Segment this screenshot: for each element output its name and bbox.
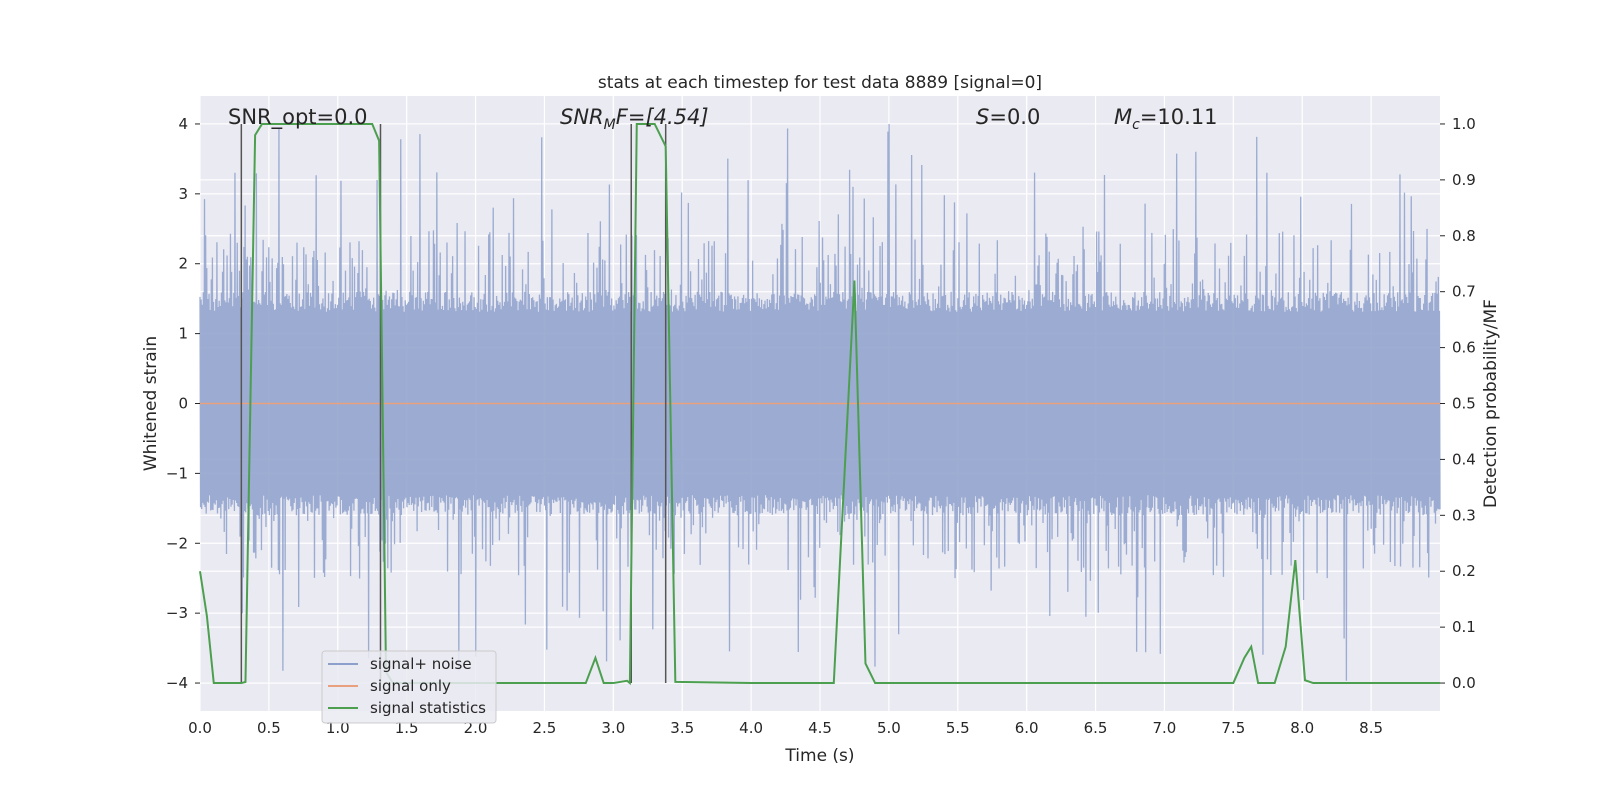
x-tick-label: 7.0 <box>1153 719 1177 737</box>
y-tick-label-right: 0.6 <box>1452 339 1476 357</box>
annotation-s: S=0.0 <box>976 105 1040 129</box>
x-tick-label: 0.5 <box>257 719 281 737</box>
x-tick-label: 8.0 <box>1290 719 1314 737</box>
x-tick-label: 6.5 <box>1084 719 1108 737</box>
chart-title: stats at each timestep for test data 888… <box>598 73 1042 93</box>
y-tick-label-right: 0.2 <box>1452 562 1476 580</box>
y-tick-label-left: −1 <box>166 464 188 482</box>
annotation-mc: Mc=10.11 <box>1114 105 1218 133</box>
y-tick-label-right: 0.3 <box>1452 506 1476 524</box>
legend-box <box>321 650 497 724</box>
legend-label-signal-only: signal only <box>370 677 451 695</box>
y-tick-label-left: −3 <box>166 604 188 622</box>
statistics-line <box>199 122 1440 686</box>
tick-labels: 0.0 0.5 1.0 1.5 2.0 2.5 3.0 3.5 4.0 4.5 5.0 5.5 6.0 6… <box>166 115 1476 737</box>
legend-label-statistics: signal statistics <box>370 699 486 717</box>
y-tick-label-right: 0.0 <box>1452 674 1476 692</box>
annotation-snr-opt: SNR_opt=0.0 <box>228 105 368 130</box>
x-tick-label: 3.5 <box>670 719 694 737</box>
x-tick-label: 3.0 <box>601 719 625 737</box>
legend-label-noise: signal+ noise <box>370 655 472 673</box>
x-tick-label: 4.5 <box>808 719 832 737</box>
x-axis-label: Time (s) <box>784 746 854 766</box>
x-tick-label: 2.5 <box>533 719 557 737</box>
x-tick-label: 0.0 <box>188 719 212 737</box>
y-tick-label-right: 1.0 <box>1452 115 1476 133</box>
y-tick-label-left: 1 <box>178 325 188 343</box>
y-tick-label-right: 0.9 <box>1452 171 1476 189</box>
annotation-snr-mf: SNRMF=[4.54] <box>560 105 709 133</box>
series-signal-statistics <box>199 122 1440 686</box>
y-tick-label-right: 0.5 <box>1452 395 1476 413</box>
y-tick-label-right: 0.4 <box>1452 450 1476 468</box>
y-tick-label-right: 0.1 <box>1452 618 1476 636</box>
y-axis-label-left: Whitened strain <box>141 336 161 471</box>
x-tick-label: 7.5 <box>1221 719 1245 737</box>
x-tick-label: 4.0 <box>739 719 763 737</box>
y-axis-label-right: Detection probability/MF <box>1481 299 1501 508</box>
y-tick-label-left: 0 <box>178 395 188 413</box>
y-tick-label-left: 2 <box>178 255 188 273</box>
x-tick-label: 5.0 <box>877 719 901 737</box>
y-tick-label-left: 4 <box>178 115 188 133</box>
y-tick-label-right: 0.7 <box>1452 283 1476 301</box>
legend: signal+ noise signal only signal statist… <box>321 650 497 724</box>
y-tick-label-left: −2 <box>166 534 188 552</box>
x-tick-label: 8.5 <box>1359 719 1383 737</box>
x-tick-label: 6.0 <box>1015 719 1039 737</box>
y-tick-label-left: 3 <box>178 185 188 203</box>
y-tick-label-right: 0.8 <box>1452 227 1476 245</box>
x-tick-label: 5.5 <box>946 719 970 737</box>
y-tick-label-left: −4 <box>166 674 188 692</box>
